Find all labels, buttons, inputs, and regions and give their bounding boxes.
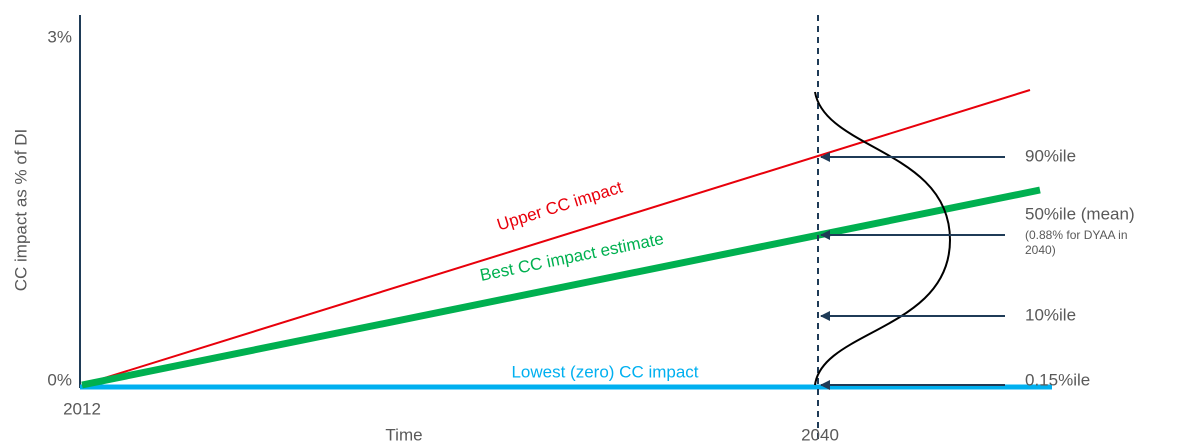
x-end-label: 2040 bbox=[801, 425, 839, 444]
best-line bbox=[81, 186, 1041, 389]
y-axis-title: CC impact as % of DI bbox=[11, 129, 30, 292]
percentile-label: 0.15%ile bbox=[1025, 370, 1090, 389]
upper-label: Upper CC impact bbox=[495, 177, 625, 234]
upper-line bbox=[81, 89, 1031, 386]
y-bottom-label: 0% bbox=[47, 370, 72, 389]
mean-note: (0.88% for DYAA in 2040) bbox=[1025, 228, 1128, 257]
distribution-curve bbox=[814, 91, 952, 386]
lowest-label: Lowest (zero) CC impact bbox=[511, 362, 698, 381]
x-axis-title: Time bbox=[385, 425, 422, 444]
best-label: Best CC impact estimate bbox=[478, 229, 665, 285]
percentile-label: 10%ile bbox=[1025, 305, 1076, 324]
percentile-label: 90%ile bbox=[1025, 146, 1076, 165]
x-start-label: 2012 bbox=[63, 399, 101, 418]
y-top-label: 3% bbox=[47, 27, 72, 46]
percentile-label: 50%ile (mean) bbox=[1025, 204, 1135, 223]
